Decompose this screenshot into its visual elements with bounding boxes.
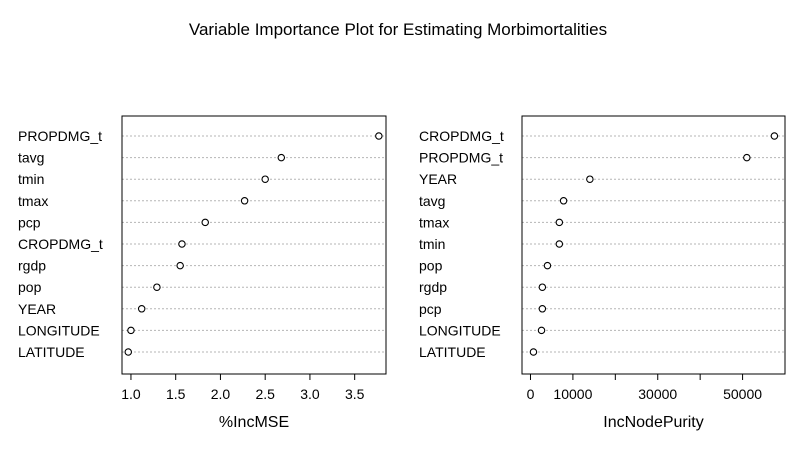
variable-label: pcp xyxy=(419,301,442,317)
panel-2: CROPDMG_t PROPDMG_t YEAR tavg tmax tmin pop rgd… xyxy=(419,115,786,431)
x-tick-label: 1.5 xyxy=(166,386,186,402)
data-point xyxy=(375,132,383,140)
x-tick-label: 10000 xyxy=(553,386,592,402)
variable-label: CROPDMG_t xyxy=(419,128,504,144)
x-axis-label: %IncMSE xyxy=(219,414,289,431)
variable-label: YEAR xyxy=(18,301,56,317)
variable-label: pop xyxy=(18,279,42,295)
data-point xyxy=(559,197,568,205)
data-point xyxy=(261,175,269,183)
variable-label: tmax xyxy=(419,214,449,230)
data-point xyxy=(529,348,538,356)
data-point xyxy=(538,283,547,291)
variable-label: LATITUDE xyxy=(18,344,85,360)
variable-label: PROPDMG_t xyxy=(419,150,503,166)
data-point xyxy=(137,305,146,313)
data-point xyxy=(743,153,751,162)
variable-label: rgdp xyxy=(419,279,447,295)
variable-label: LONGITUDE xyxy=(18,322,100,338)
x-tick-label: 3.0 xyxy=(300,386,320,402)
variable-label: LONGITUDE xyxy=(419,322,501,338)
variable-label: PROPDMG_t xyxy=(18,128,102,144)
variable-label: CROPDMG_t xyxy=(18,236,103,252)
variable-label: tavg xyxy=(18,150,44,166)
data-point xyxy=(124,348,133,356)
data-point xyxy=(770,132,779,140)
variable-label: LATITUDE xyxy=(419,344,486,360)
x-tick-label: 0 xyxy=(527,386,535,402)
chart-title: Variable Importance Plot for Estimating … xyxy=(189,20,607,39)
x-tick-label: 50000 xyxy=(723,386,762,402)
data-point xyxy=(277,153,286,162)
data-point xyxy=(537,326,546,335)
variable-label: tmax xyxy=(18,193,48,209)
x-tick-label: 1.0 xyxy=(121,386,141,402)
variable-label: rgdp xyxy=(18,258,46,274)
x-tick-label: 2.5 xyxy=(255,386,275,402)
data-point xyxy=(240,197,249,205)
x-tick-label: 3.5 xyxy=(345,386,365,402)
x-tick-label: 2.0 xyxy=(211,386,231,402)
variable-label: tavg xyxy=(419,193,445,209)
variable-label: tmin xyxy=(18,171,44,187)
data-point xyxy=(538,305,547,313)
data-point xyxy=(178,240,186,248)
panel-frame xyxy=(121,115,387,375)
variable-label: pop xyxy=(419,258,443,274)
variable-label: YEAR xyxy=(419,171,457,187)
data-point xyxy=(543,261,552,270)
x-axis-label: IncNodePurity xyxy=(603,414,704,431)
variable-label: tmin xyxy=(419,236,445,252)
data-point xyxy=(153,283,161,291)
data-point xyxy=(555,240,564,248)
variable-label: pcp xyxy=(18,214,41,230)
data-point xyxy=(176,261,184,270)
data-point xyxy=(201,218,209,227)
data-point xyxy=(586,175,594,183)
panel-frame xyxy=(521,115,786,375)
data-point xyxy=(127,326,135,335)
data-point xyxy=(555,218,564,227)
x-tick-label: 30000 xyxy=(638,386,677,402)
